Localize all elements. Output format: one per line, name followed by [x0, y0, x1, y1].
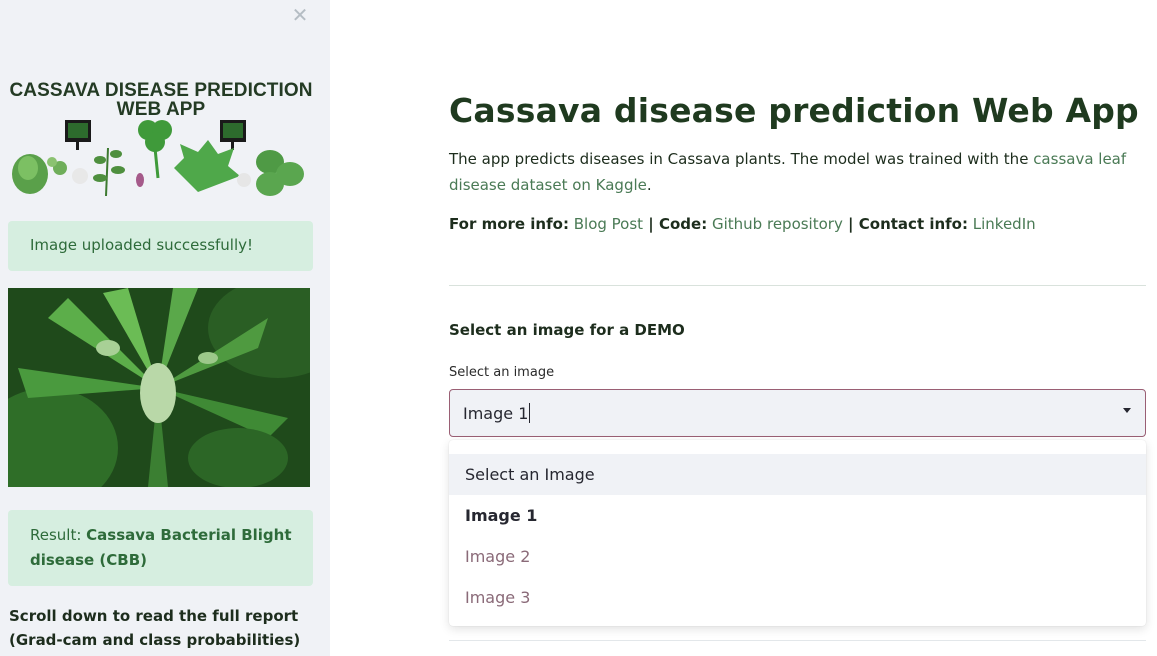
close-icon[interactable]: ✕ — [291, 3, 309, 27]
separator: | — [643, 215, 659, 233]
info-links: For more info: Blog Post | Code: Github … — [449, 212, 1036, 236]
demo-section-title: Select an image for a DEMO — [449, 321, 685, 339]
select-value-text: Image 1 — [463, 404, 529, 423]
description-end: . — [646, 176, 652, 194]
text-cursor — [529, 403, 531, 423]
image-select[interactable]: Image 1 — [449, 389, 1146, 437]
option-select-an-image[interactable]: Select an Image — [449, 454, 1146, 495]
select-image-label: Select an image — [449, 365, 555, 380]
image-select-dropdown: Select an Image Image 1 Image 2 Image 3 — [449, 440, 1146, 626]
code-label: Code: — [658, 215, 708, 233]
logo-title-line2: WEB APP — [116, 99, 206, 120]
github-link[interactable]: Github repository — [712, 215, 843, 233]
option-image-2[interactable]: Image 2 — [465, 547, 531, 566]
sidebar: ✕ CASSAVA DISEASE PREDICTION WEB APP — [0, 0, 330, 656]
logo-title-line1: CASSAVA DISEASE PREDICTION — [9, 80, 313, 101]
chevron-down-icon[interactable] — [1123, 408, 1131, 413]
logo-leaves-illustration — [12, 120, 304, 197]
separator: | — [842, 215, 859, 233]
app-description: The app predicts diseases in Cassava pla… — [449, 146, 1154, 198]
blog-post-link[interactable]: Blog Post — [573, 215, 644, 233]
description-text: The app predicts diseases in Cassava pla… — [449, 150, 1034, 168]
divider — [449, 640, 1146, 641]
uploaded-leaf-image — [8, 288, 310, 487]
result-alert: Result: Cassava Bacterial Blight disease… — [8, 510, 313, 586]
linkedin-link[interactable]: LinkedIn — [972, 215, 1036, 233]
page-title: Cassava disease prediction Web App — [449, 91, 1139, 130]
scroll-note: Scroll down to read the full report (Gra… — [9, 607, 301, 649]
contact-label: Contact info: — [858, 215, 968, 233]
more-info-label: For more info: — [449, 215, 569, 233]
kaggle-dataset-link[interactable]: cassava leaf disease dataset on Kaggle — [449, 150, 1127, 194]
option-image-3[interactable]: Image 3 — [465, 588, 531, 607]
select-current-value[interactable]: Image 1 — [463, 403, 531, 424]
result-prefix: Result: — [30, 526, 87, 544]
divider — [449, 285, 1146, 286]
result-value: Cassava Bacterial Blight disease (CBB) — [30, 526, 292, 569]
option-image-1[interactable]: Image 1 — [465, 506, 538, 525]
logo-title: CASSAVA DISEASE PREDICTION WEB APP — [8, 81, 314, 119]
upload-success-alert: Image uploaded successfully! — [8, 221, 313, 271]
